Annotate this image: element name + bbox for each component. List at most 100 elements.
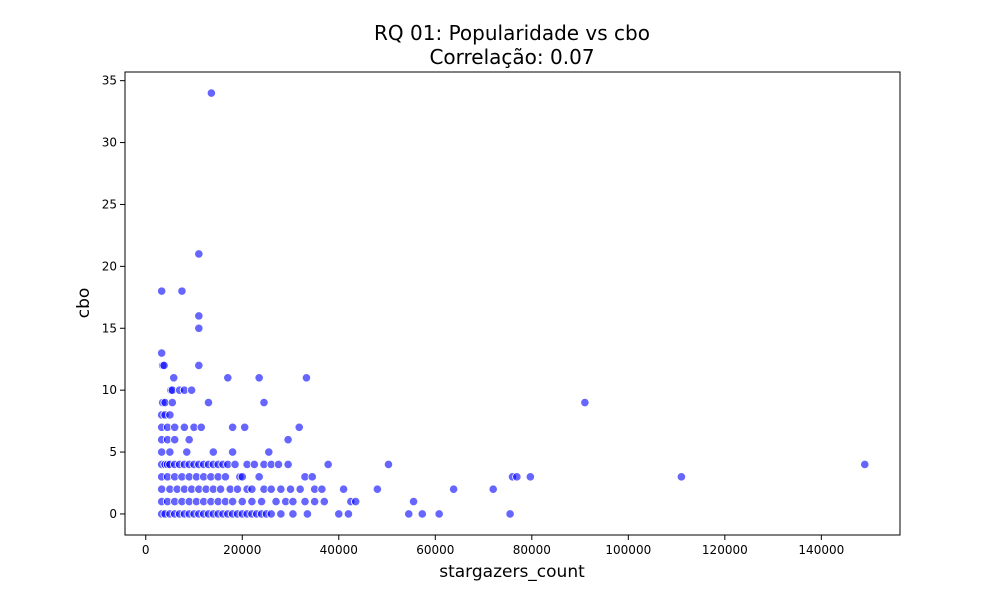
data-point (169, 373, 179, 383)
data-point (372, 484, 382, 494)
plot-area-frame (124, 71, 901, 536)
data-point (157, 484, 167, 494)
data-point (157, 348, 167, 358)
data-point (157, 447, 167, 457)
x-tick-label: 20000 (223, 543, 261, 557)
data-point (676, 472, 687, 482)
data-point (285, 484, 296, 494)
y-tick-label: 25 (102, 197, 117, 211)
data-point (254, 373, 264, 383)
data-point (228, 447, 238, 457)
x-axis-ticks: 0 20000 40000 60000 80000 100000 120000 140000 (142, 535, 844, 557)
data-point (177, 286, 187, 296)
data-point (283, 459, 293, 470)
data-point (351, 496, 361, 507)
data-point (256, 496, 267, 507)
data-point (206, 88, 216, 98)
data-point (307, 472, 317, 482)
data-point (273, 459, 284, 470)
data-point (288, 496, 298, 507)
data-point (170, 435, 180, 445)
data-point (300, 496, 310, 507)
data-point (294, 422, 304, 432)
data-point (259, 397, 269, 408)
data-point (512, 472, 522, 482)
data-point (334, 509, 344, 519)
data-point (434, 509, 444, 519)
data-point (247, 496, 257, 507)
y-tick-label: 10 (102, 383, 117, 397)
data-point (525, 472, 535, 482)
data-point (215, 484, 226, 494)
data-point (208, 447, 218, 457)
data-point (449, 484, 459, 494)
data-point (338, 484, 349, 494)
data-point (404, 509, 414, 519)
data-point (223, 373, 233, 383)
data-point (860, 459, 870, 470)
x-tick-label: 0 (142, 543, 150, 557)
x-tick-label: 60000 (416, 543, 454, 557)
data-point (254, 472, 264, 482)
data-point (319, 496, 329, 507)
data-point (323, 459, 333, 470)
data-point (264, 447, 274, 457)
data-point (580, 397, 590, 408)
data-points (157, 88, 870, 519)
data-point (237, 496, 247, 507)
data-point (194, 311, 204, 321)
y-axis-ticks: 0 5 10 15 20 25 30 35 (102, 74, 125, 521)
data-point (237, 472, 247, 482)
x-axis-label: stargazers_count (439, 562, 585, 582)
data-point (186, 385, 197, 395)
data-point (196, 422, 206, 432)
data-point (283, 435, 293, 445)
data-point (184, 435, 194, 445)
data-point (157, 286, 167, 296)
data-point (505, 509, 515, 519)
y-tick-label: 0 (109, 507, 117, 521)
data-point (194, 323, 204, 333)
y-tick-label: 20 (102, 259, 117, 273)
data-point (228, 496, 238, 507)
data-point (170, 422, 180, 432)
data-point (194, 360, 204, 370)
data-point (220, 472, 230, 482)
data-point (179, 422, 189, 432)
data-point (271, 496, 281, 507)
data-point (165, 447, 175, 457)
data-point (276, 509, 286, 519)
data-point (167, 397, 177, 408)
data-point (288, 509, 298, 519)
data-point (310, 496, 320, 507)
data-point (159, 360, 169, 370)
x-tick-label: 80000 (513, 543, 551, 557)
data-point (203, 397, 214, 408)
x-tick-label: 40000 (320, 543, 358, 557)
x-tick-label: 100000 (605, 543, 651, 557)
data-point (228, 422, 238, 432)
data-point (343, 509, 354, 519)
data-point (266, 484, 276, 494)
data-point (232, 484, 243, 494)
data-point (302, 509, 313, 519)
data-point (408, 496, 419, 507)
data-point (383, 459, 394, 470)
y-tick-label: 5 (109, 445, 117, 459)
data-point (249, 459, 259, 470)
y-axis-label: cbo (74, 288, 94, 319)
x-tick-label: 120000 (702, 543, 748, 557)
data-point (301, 373, 312, 383)
x-tick-label: 140000 (798, 543, 844, 557)
data-point (295, 484, 305, 494)
chart-subtitle: Correlação: 0.07 (429, 45, 594, 69)
y-tick-label: 30 (102, 136, 117, 150)
chart-title: RQ 01: Popularidade vs cbo (374, 21, 650, 45)
data-point (317, 484, 327, 494)
data-point (165, 410, 175, 420)
data-point (230, 459, 240, 470)
y-tick-label: 35 (102, 74, 117, 88)
data-point (247, 484, 257, 494)
